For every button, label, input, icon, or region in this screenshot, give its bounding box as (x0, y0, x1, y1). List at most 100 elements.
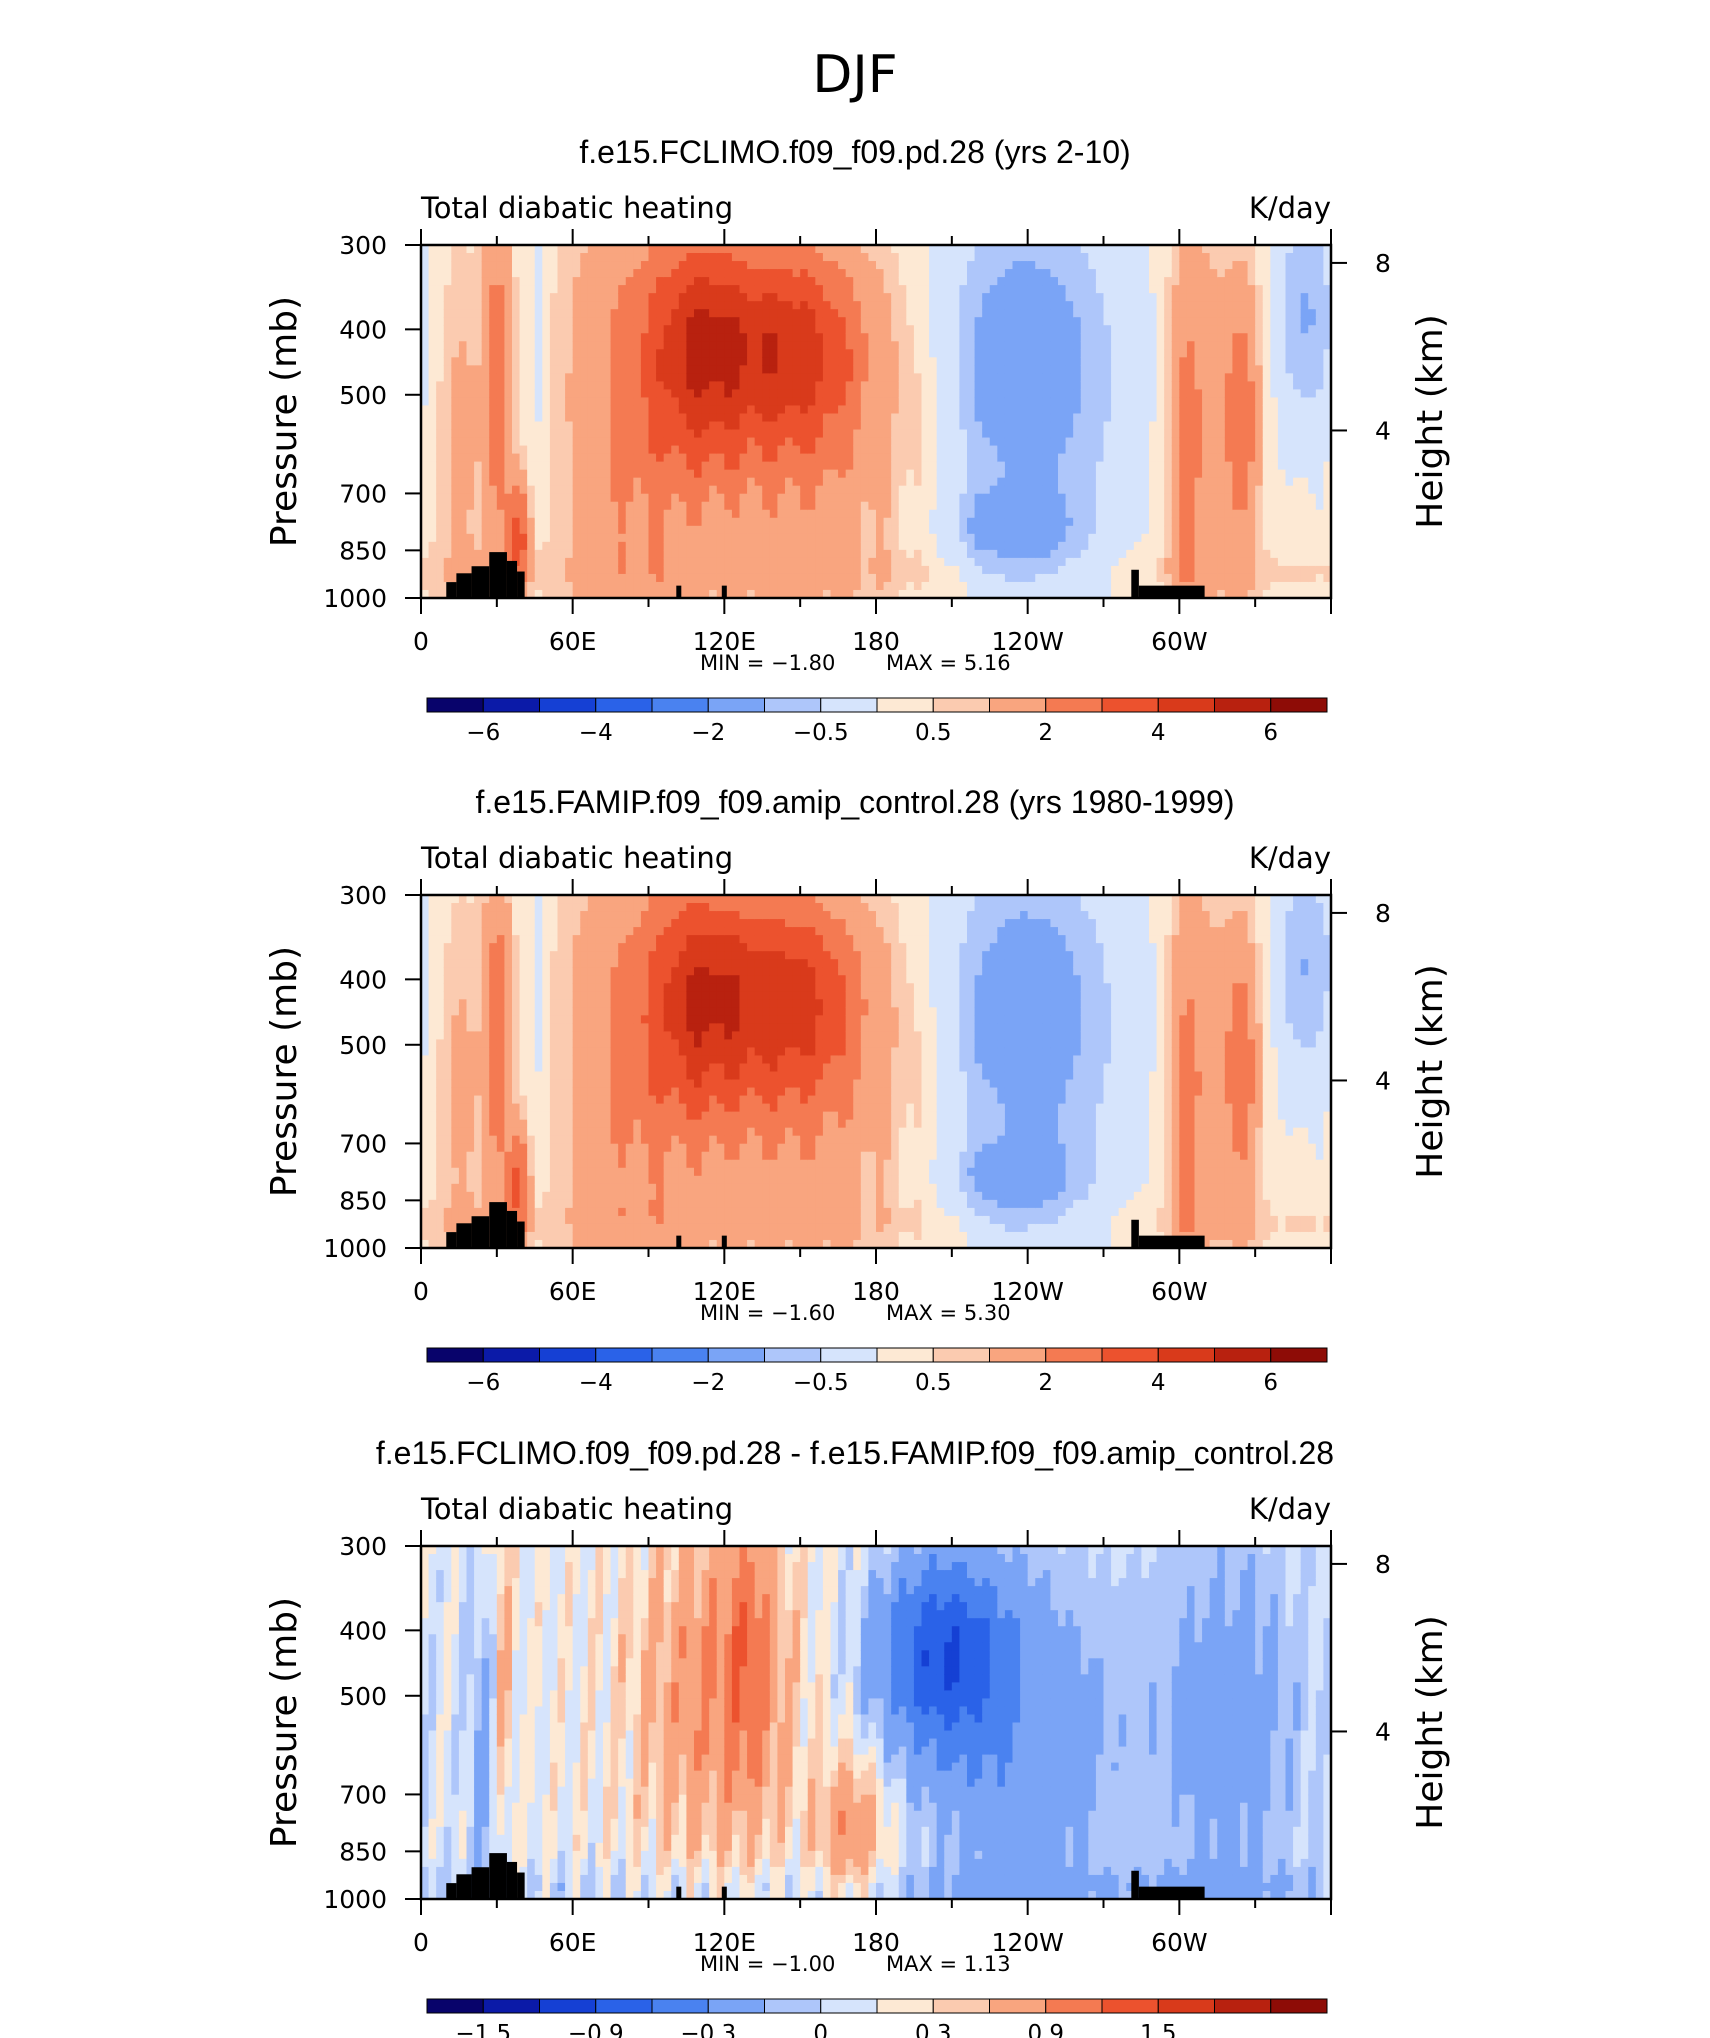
contour-cell (1073, 469, 1082, 479)
contour-cell (1004, 573, 1014, 583)
contour-cell (898, 317, 907, 326)
contour-cell (906, 461, 915, 471)
contour-cell (1050, 365, 1059, 374)
contour-cell (504, 477, 513, 487)
contour-cell (701, 349, 710, 358)
contour-cell (496, 293, 506, 302)
contour-cell (512, 525, 521, 535)
contour-cell (762, 549, 771, 559)
contour-cell (648, 269, 657, 278)
contour-cell (603, 565, 612, 575)
contour-cell (1149, 477, 1158, 487)
contour-cell (1027, 325, 1036, 334)
contour-cell (868, 333, 877, 342)
contour-cell (989, 557, 998, 567)
contour-cell (565, 477, 574, 487)
contour-cell (1164, 549, 1173, 559)
contour-cell (1141, 461, 1150, 471)
contour-cell (1020, 405, 1029, 415)
contour-cell (898, 365, 907, 374)
contour-cell (648, 445, 657, 455)
contour-cell (936, 517, 945, 527)
contour-cell (982, 533, 991, 543)
contour-cell (542, 525, 551, 535)
contour-cell (921, 349, 930, 358)
contour-cell (1012, 357, 1021, 366)
contour-cell (1186, 557, 1196, 567)
contour-cell (1255, 581, 1264, 591)
contour-cell (906, 301, 915, 310)
contour-cell (587, 461, 597, 471)
contour-cell (815, 453, 824, 463)
contour-cell (868, 461, 877, 471)
contour-cell (549, 301, 559, 310)
contour-cell (1171, 549, 1180, 559)
contour-cell (512, 301, 521, 310)
contour-cell (701, 445, 710, 455)
contour-cell (1058, 373, 1067, 382)
contour-cell (906, 309, 915, 318)
contour-cell (959, 261, 968, 270)
contour-cell (625, 285, 634, 294)
contour-cell (663, 493, 672, 503)
contour-cell (883, 485, 892, 495)
contour-cell (587, 445, 597, 455)
contour-cell (428, 557, 437, 567)
contour-cell (1088, 317, 1097, 326)
contour-cell (1004, 245, 1014, 254)
contour-cell (572, 365, 581, 374)
contour-cell (800, 365, 809, 374)
contour-cell (1050, 549, 1059, 559)
contour-cell (572, 589, 581, 599)
contour-cell (1186, 493, 1196, 503)
contour-cell (1042, 533, 1052, 543)
contour-cell (951, 501, 961, 511)
contour-cell (1149, 285, 1158, 294)
contour-cell (997, 549, 1006, 559)
contour-cell (1027, 277, 1036, 286)
contour-cell (686, 269, 695, 278)
contour-cell (1270, 357, 1279, 366)
contour-cell (625, 509, 634, 519)
contour-cell (724, 349, 733, 358)
contour-cell (1042, 309, 1052, 318)
contour-cell (838, 445, 847, 455)
contour-cell (1027, 397, 1036, 407)
contour-cell (595, 389, 604, 399)
contour-cell (1141, 365, 1150, 374)
contour-cell (1156, 301, 1165, 310)
contour-cell (580, 397, 589, 407)
contour-cell (1133, 381, 1143, 391)
contour-cell (1050, 573, 1059, 583)
contour-cell (906, 533, 915, 543)
contour-cell (1012, 485, 1021, 495)
contour-cell (785, 301, 794, 310)
contour-cell (876, 301, 885, 310)
contour-cell (504, 397, 513, 407)
contour-cell (572, 421, 581, 431)
contour-cell (610, 485, 619, 495)
contour-cell (686, 413, 695, 423)
contour-cell (1194, 541, 1203, 551)
contour-cell (663, 269, 672, 278)
contour-cell (1012, 429, 1021, 439)
contour-cell (724, 341, 733, 350)
contour-cell (625, 501, 634, 511)
contour-cell (724, 293, 733, 302)
contour-cell (1270, 501, 1279, 511)
contour-cell (800, 581, 809, 591)
contour-cell (1141, 445, 1150, 455)
contour-cell (876, 357, 885, 366)
contour-cell (800, 405, 809, 415)
contour-cell (428, 333, 437, 342)
contour-cell (625, 453, 634, 463)
contour-cell (1058, 397, 1067, 407)
contour-cell (421, 333, 430, 342)
contour-cell (891, 253, 900, 262)
contour-cell (1217, 309, 1226, 318)
contour-cell (1224, 533, 1234, 543)
contour-cell (595, 341, 604, 350)
contour-cell (792, 589, 801, 599)
contour-cell (580, 373, 589, 382)
contour-cell (1247, 541, 1256, 551)
